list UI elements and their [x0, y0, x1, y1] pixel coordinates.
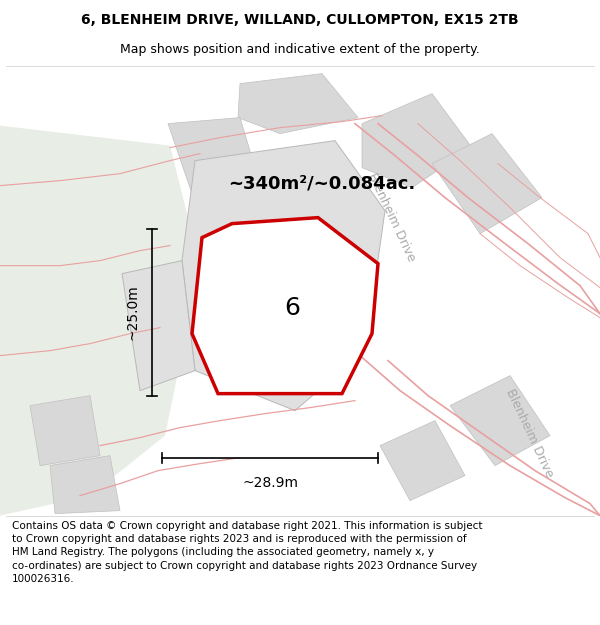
Polygon shape	[50, 456, 120, 514]
Polygon shape	[30, 396, 100, 466]
Polygon shape	[450, 376, 550, 466]
Text: ~28.9m: ~28.9m	[242, 476, 298, 489]
Polygon shape	[168, 118, 258, 194]
Polygon shape	[362, 94, 472, 188]
Text: 6, BLENHEIM DRIVE, WILLAND, CULLOMPTON, EX15 2TB: 6, BLENHEIM DRIVE, WILLAND, CULLOMPTON, …	[81, 12, 519, 27]
Text: ~340m²/~0.084ac.: ~340m²/~0.084ac.	[228, 174, 415, 192]
Polygon shape	[122, 261, 195, 391]
Text: Blenheim Drive: Blenheim Drive	[504, 388, 556, 480]
Text: 6: 6	[284, 296, 300, 319]
Polygon shape	[182, 141, 385, 411]
Polygon shape	[432, 134, 542, 234]
Text: ~25.0m: ~25.0m	[125, 284, 139, 340]
Polygon shape	[192, 217, 378, 394]
Text: Blenheim Drive: Blenheim Drive	[366, 171, 418, 264]
Text: Contains OS data © Crown copyright and database right 2021. This information is : Contains OS data © Crown copyright and d…	[12, 521, 482, 584]
Polygon shape	[238, 74, 358, 134]
Polygon shape	[380, 421, 465, 501]
Polygon shape	[0, 126, 200, 516]
Text: Map shows position and indicative extent of the property.: Map shows position and indicative extent…	[120, 42, 480, 56]
